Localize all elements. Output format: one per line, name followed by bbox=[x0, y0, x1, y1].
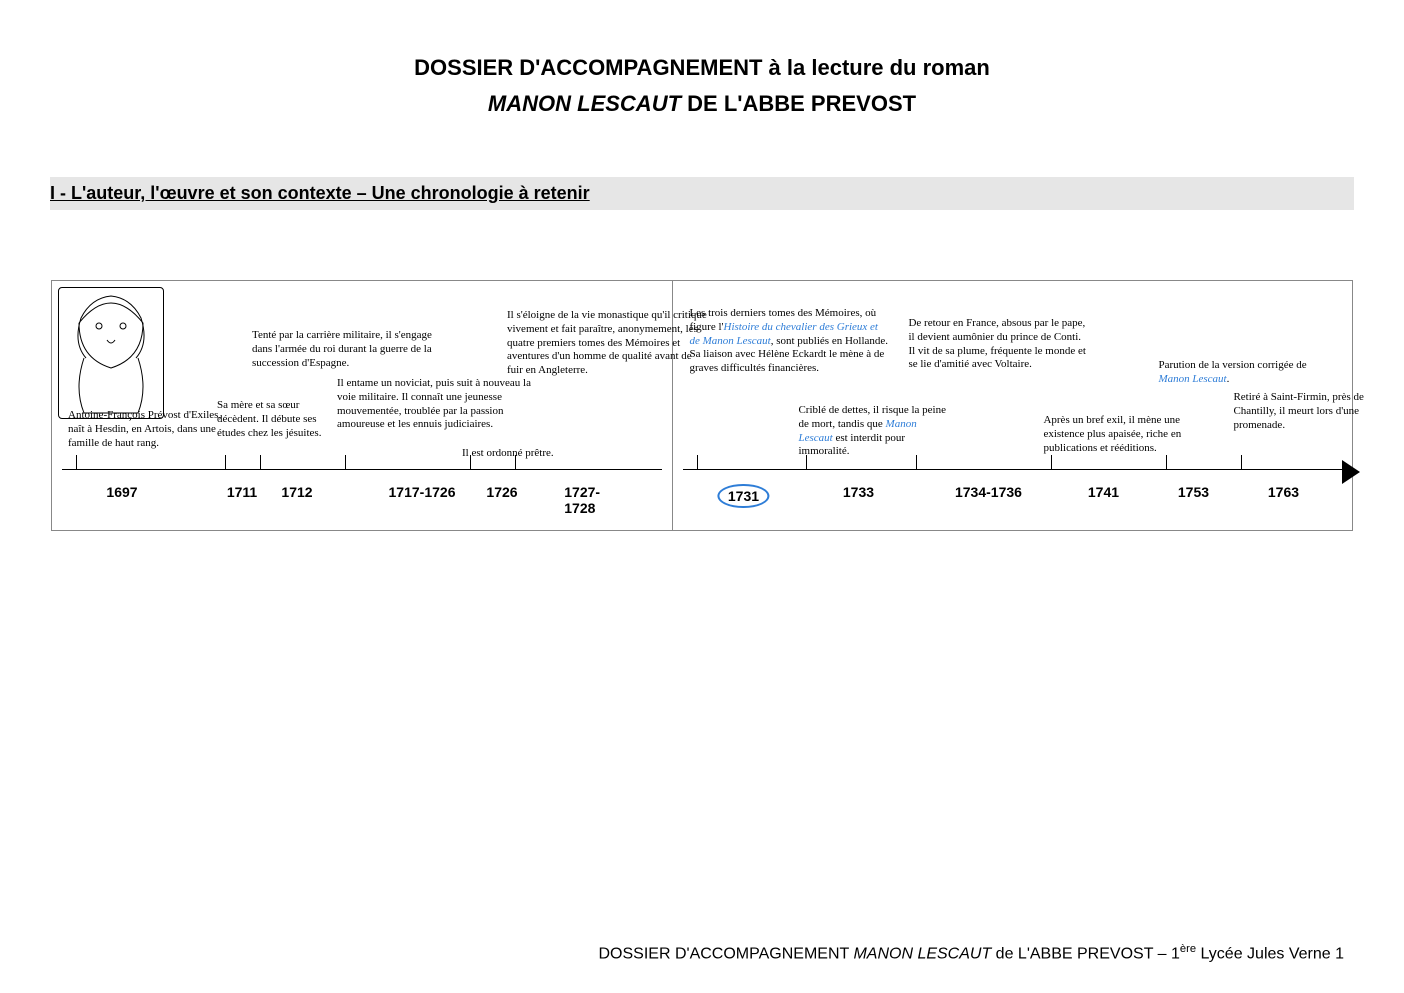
timeline-event: Après un bref exil, il mène une existenc… bbox=[1043, 414, 1218, 455]
timeline-year: 1734-1736 bbox=[955, 484, 1022, 500]
footer-italic: MANON LESCAUT bbox=[853, 945, 991, 962]
timeline-event: Retiré à Saint-Firmin, près de Chantilly… bbox=[1233, 391, 1378, 432]
timeline-year: 1731 bbox=[718, 484, 769, 508]
timeline-arrow-icon bbox=[1342, 460, 1360, 484]
doc-title-line-2: MANON LESCAUT DE L'ABBE PREVOST bbox=[50, 91, 1354, 117]
timeline-panel-left: Antoine-François Prévost d'Exiles, naît … bbox=[52, 281, 673, 530]
timeline-event: Antoine-François Prévost d'Exiles, naît … bbox=[68, 409, 223, 450]
doc-title-line-1: DOSSIER D'ACCOMPAGNEMENT à la lecture du… bbox=[50, 55, 1354, 81]
timeline-event: Les trois derniers tomes des Mémoires, o… bbox=[689, 307, 889, 376]
timeline-year: 1753 bbox=[1178, 484, 1209, 500]
timeline-event: Parution de la version corrigée de Manon… bbox=[1158, 359, 1308, 387]
footer-pre: DOSSIER D'ACCOMPAGNEMENT bbox=[599, 945, 854, 962]
footer-post-2: Lycée Jules Verne 1 bbox=[1196, 945, 1344, 962]
timeline-year: 1726 bbox=[486, 484, 517, 500]
footer-post-1: de L'ABBE PREVOST – 1 bbox=[991, 945, 1180, 962]
doc-title-rest: DE L'ABBE PREVOST bbox=[681, 91, 916, 116]
section-bar: I - L'auteur, l'œuvre et son contexte – … bbox=[50, 177, 1354, 210]
section-heading: I - L'auteur, l'œuvre et son contexte – … bbox=[50, 183, 590, 203]
timeline: Antoine-François Prévost d'Exiles, naît … bbox=[51, 280, 1353, 531]
timeline-year: 1697 bbox=[106, 484, 137, 500]
timeline-year: 1763 bbox=[1268, 484, 1299, 500]
timeline-year: 1727-1728 bbox=[564, 484, 629, 516]
timeline-panel-right: Les trois derniers tomes des Mémoires, o… bbox=[673, 281, 1352, 530]
timeline-event: Il est ordonné prêtre. bbox=[462, 447, 592, 461]
timeline-event: Sa mère et sa sœur décèdent. Il débute s… bbox=[217, 399, 322, 440]
doc-title-italic: MANON LESCAUT bbox=[488, 91, 681, 116]
timeline-event: Tenté par la carrière militaire, il s'en… bbox=[252, 329, 452, 370]
timeline-year: 1711 bbox=[227, 484, 257, 500]
timeline-year: 1741 bbox=[1088, 484, 1119, 500]
timeline-year: 1733 bbox=[843, 484, 874, 500]
timeline-year: 1717-1726 bbox=[389, 484, 456, 500]
footer-super: ère bbox=[1180, 943, 1196, 955]
timeline-year: 1712 bbox=[281, 484, 312, 500]
timeline-event: Criblé de dettes, il risque la peine de … bbox=[798, 404, 948, 459]
page-footer: DOSSIER D'ACCOMPAGNEMENT MANON LESCAUT d… bbox=[0, 943, 1404, 963]
timeline-event: Il entame un noviciat, puis suit à nouve… bbox=[337, 377, 537, 432]
timeline-event: De retour en France, absous par le pape,… bbox=[908, 317, 1088, 372]
